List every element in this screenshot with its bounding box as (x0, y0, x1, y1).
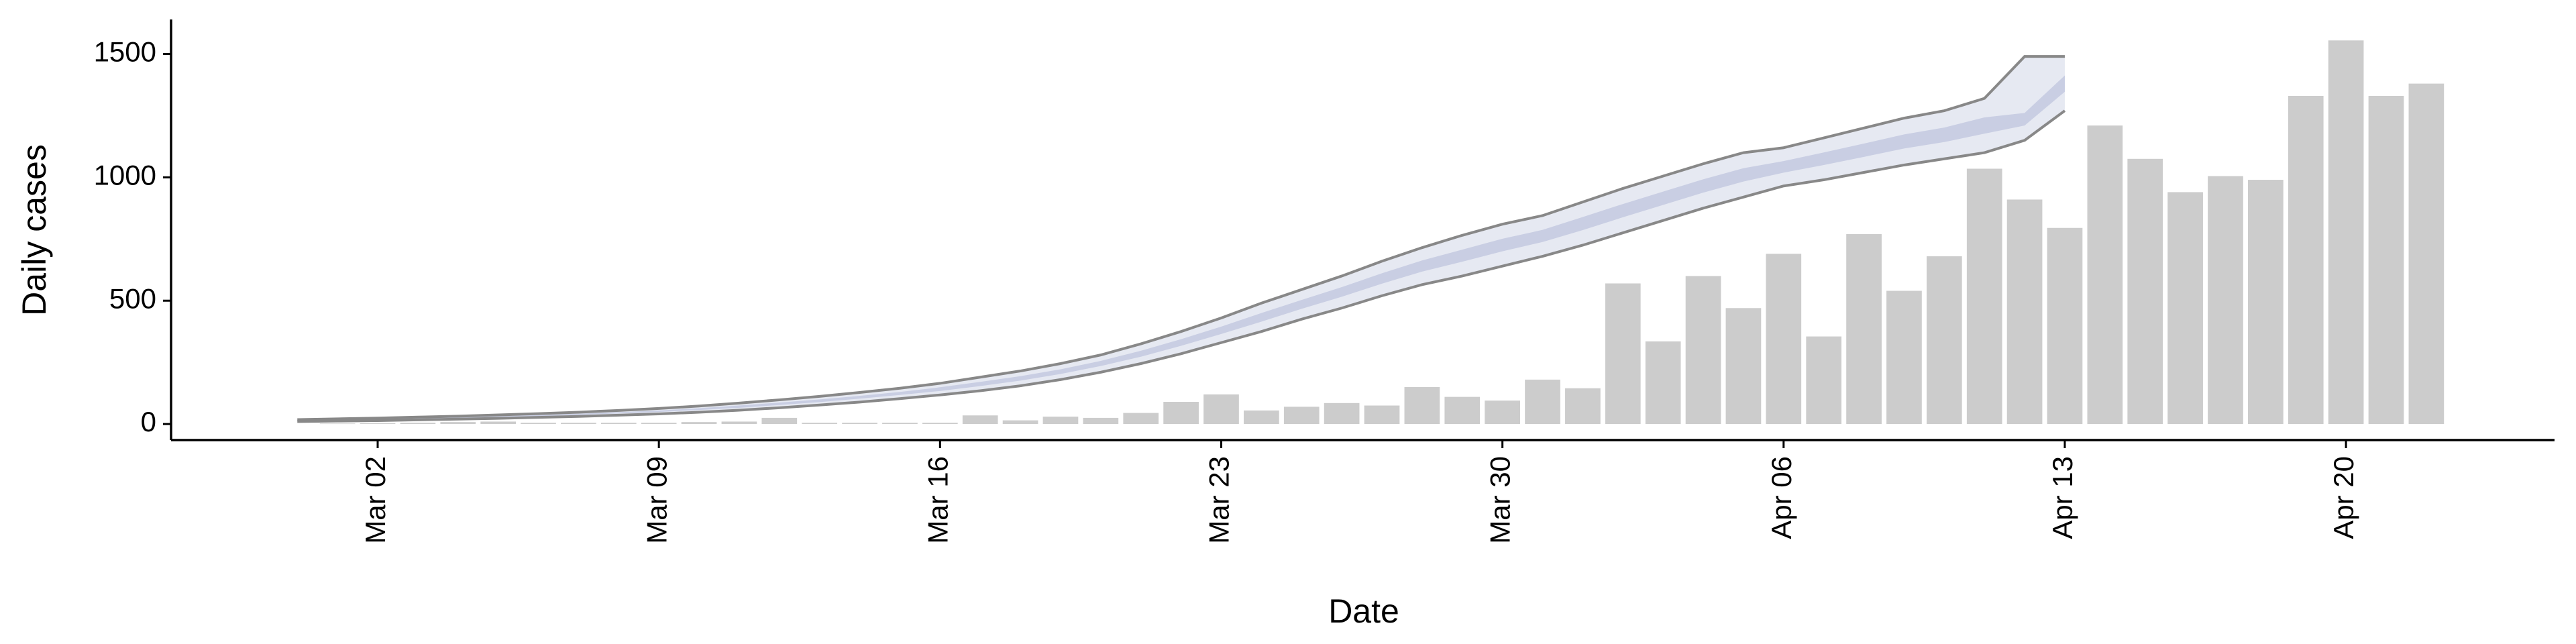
bar (2408, 83, 2445, 425)
bar (440, 422, 476, 425)
bar (2248, 180, 2284, 425)
bar (1886, 290, 1922, 425)
bar (2047, 227, 2083, 425)
bar (761, 417, 798, 425)
y-tick-label: 0 (141, 406, 156, 437)
bar (400, 423, 436, 425)
bar (480, 421, 516, 425)
x-tick-label: Apr 13 (2047, 456, 2078, 539)
bar (360, 423, 396, 425)
x-axis-title: Date (1328, 592, 1399, 630)
bar (1002, 420, 1038, 425)
bar (1605, 283, 1641, 425)
bar (1685, 276, 1721, 425)
bar (319, 423, 356, 425)
bar (2208, 176, 2243, 425)
bar (2127, 158, 2163, 425)
bar (1244, 410, 1279, 425)
y-axis-title: Daily cases (15, 144, 53, 316)
model-line (297, 109, 2066, 423)
model-line (297, 55, 2065, 421)
bar (1725, 308, 1762, 425)
bar (2368, 96, 2404, 425)
bar (561, 423, 596, 425)
x-tick-label: Mar 30 (1485, 456, 1516, 544)
bar (1123, 413, 1159, 425)
bar (1565, 388, 1601, 425)
bar (600, 423, 637, 425)
bar (962, 415, 998, 425)
x-tick-label: Mar 02 (360, 456, 391, 544)
bar (802, 423, 838, 425)
bar (842, 423, 877, 425)
bar (1324, 402, 1360, 425)
bar (1525, 379, 1560, 425)
bar (1283, 407, 1320, 425)
bar (1766, 254, 1802, 425)
bar (1926, 256, 1962, 425)
bar (2167, 192, 2203, 425)
x-tick-label: Mar 09 (641, 456, 672, 544)
bar (1404, 386, 1440, 425)
bar (1806, 336, 1842, 425)
bar (2006, 199, 2043, 425)
bar (922, 423, 958, 425)
bar (2087, 125, 2123, 425)
outer-band (297, 56, 2065, 422)
bar (2288, 96, 2324, 425)
x-tick-label: Mar 23 (1203, 456, 1235, 544)
bar (1444, 396, 1481, 425)
bar (1163, 402, 1199, 425)
bar (1364, 405, 1400, 425)
x-tick-label: Mar 16 (922, 456, 953, 544)
bar (2328, 40, 2364, 425)
y-tick-label: 1000 (94, 159, 156, 191)
y-tick-label: 500 (109, 282, 156, 314)
bar (1966, 168, 2002, 425)
bar (721, 421, 757, 425)
bar (681, 422, 717, 425)
y-tick-label: 1500 (94, 36, 156, 68)
bar (1485, 400, 1520, 425)
bar (641, 423, 677, 425)
bar (521, 423, 556, 425)
bar (882, 423, 918, 425)
bar (1645, 341, 1681, 425)
bar (1042, 417, 1079, 425)
bar (1203, 394, 1239, 425)
bar (1846, 233, 1882, 425)
bar (1083, 417, 1119, 425)
x-tick-label: Apr 20 (2328, 456, 2359, 539)
x-tick-label: Apr 06 (1766, 456, 1797, 539)
